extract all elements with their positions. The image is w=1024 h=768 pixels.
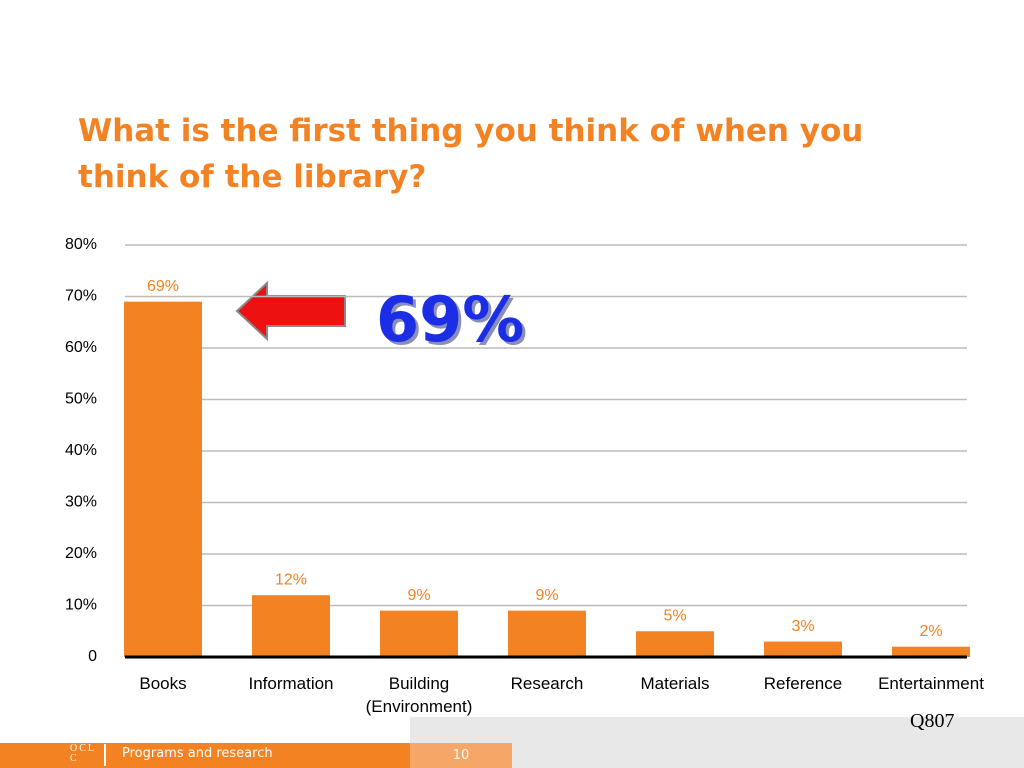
- bar: [252, 595, 330, 657]
- x-tick-label: Books: [139, 674, 187, 693]
- bar: [380, 610, 458, 657]
- y-tick-label: 30%: [65, 494, 97, 511]
- y-tick-label: 60%: [65, 339, 97, 356]
- footer-text: Programs and research: [122, 746, 273, 761]
- value-label: 12%: [275, 571, 307, 588]
- y-tick-label: 10%: [65, 597, 97, 614]
- y-tick-label: 80%: [65, 236, 97, 253]
- value-label: 2%: [919, 623, 942, 640]
- chart-title: What is the first thing you think of whe…: [78, 113, 864, 195]
- arrow: [235, 280, 346, 342]
- x-tick-label: Research: [510, 674, 584, 693]
- logo: OCLC: [70, 744, 106, 766]
- x-tick-label: Entertainment: [878, 674, 984, 693]
- page-number: 10: [410, 743, 512, 768]
- footer-bar: [0, 743, 410, 768]
- value-label: 9%: [407, 587, 430, 604]
- x-tick-label: Information: [248, 674, 334, 693]
- value-label: 3%: [791, 618, 814, 635]
- x-tick-label: Materials: [640, 674, 710, 693]
- y-tick-label: 70%: [65, 288, 97, 305]
- bar: [636, 631, 714, 657]
- y-tick-label: 40%: [65, 442, 97, 459]
- x-tick-label: Building (Environment): [365, 674, 473, 716]
- bar: [124, 301, 202, 657]
- y-tick-label: 0: [88, 648, 97, 665]
- bar: [508, 610, 586, 657]
- question-code: Q807: [910, 710, 955, 732]
- annotation: 69%: [376, 283, 525, 356]
- x-tick-label: Reference: [763, 674, 843, 693]
- value-label: 69%: [147, 278, 179, 295]
- bar: [892, 646, 970, 657]
- value-label: 9%: [535, 587, 558, 604]
- y-tick-label: 20%: [65, 545, 97, 562]
- y-tick-label: 50%: [65, 391, 97, 408]
- bar: [764, 641, 842, 657]
- footer-panel: [410, 717, 1024, 768]
- value-label: 5%: [663, 607, 686, 624]
